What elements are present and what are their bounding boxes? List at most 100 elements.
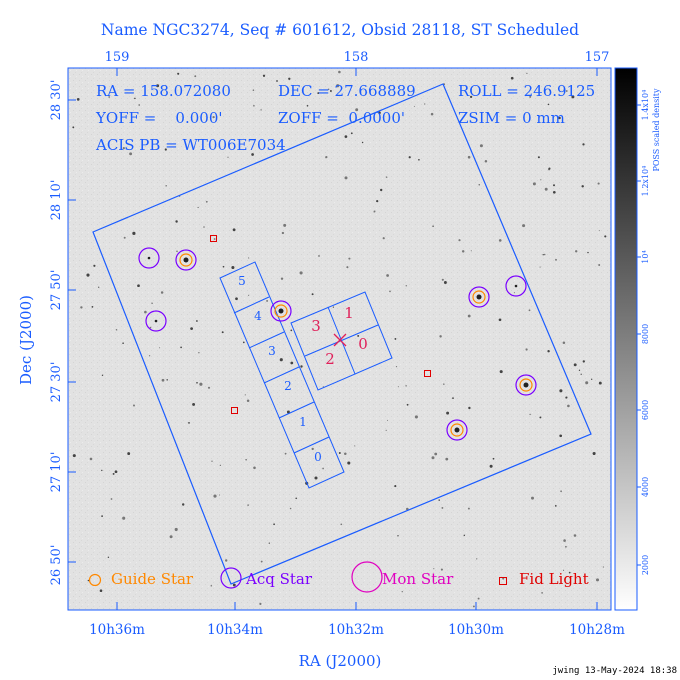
star-speck <box>144 310 147 314</box>
info-roll: ROLL = 246.9125 <box>458 82 595 100</box>
star-speck <box>322 386 324 388</box>
star-speck <box>322 467 324 470</box>
star-speck <box>192 402 196 406</box>
colorbar-tick-2000: 2000 <box>641 555 650 575</box>
star-speck <box>344 452 347 455</box>
star-speck <box>498 318 502 322</box>
star-speck <box>251 153 254 156</box>
star-speck <box>80 306 83 309</box>
star-speck <box>430 112 434 116</box>
colorbar-tick-6000: 6000 <box>641 400 650 420</box>
star-speck <box>563 569 565 571</box>
acis-i-chips <box>290 291 393 391</box>
star-speck <box>318 255 320 257</box>
star-speck <box>529 95 532 98</box>
star-speck <box>227 156 229 158</box>
star-speck <box>114 470 118 474</box>
star-speck <box>443 281 447 284</box>
star-speck <box>394 337 397 340</box>
star-speck <box>405 285 408 287</box>
star-speck <box>598 381 602 385</box>
star-speck <box>101 515 103 517</box>
star-speck <box>468 406 471 410</box>
bottom-axis-label-10h28m: 10h28m <box>569 622 625 638</box>
star-speck <box>86 273 90 277</box>
left-axis-label-27-30: 27 30' <box>49 362 64 403</box>
bottom-axis-label-10h32m: 10h32m <box>328 622 384 638</box>
star-speck <box>559 434 563 438</box>
star-speck <box>440 568 443 571</box>
star-speck <box>232 583 236 587</box>
star-speck <box>502 577 505 580</box>
star-speck <box>175 220 178 223</box>
star-speck <box>539 416 542 419</box>
star-speck <box>385 176 388 178</box>
legend-mon-label: Mon Star <box>382 570 454 588</box>
star-speck <box>405 385 407 387</box>
left-axis-label-27-10: 27 10' <box>49 452 64 493</box>
star-speck <box>578 369 581 371</box>
star-speck <box>242 341 245 344</box>
star-speck <box>484 159 488 163</box>
star-speck <box>552 190 556 194</box>
star-speck <box>598 230 600 232</box>
star-speck <box>231 265 235 270</box>
star-speck <box>573 363 577 367</box>
star-speck <box>522 224 526 228</box>
star-speck <box>87 579 90 582</box>
star-speck <box>438 499 440 501</box>
star-speck <box>348 257 351 260</box>
star-speck <box>597 182 600 185</box>
star-speck <box>565 90 568 92</box>
star-speck <box>414 415 418 419</box>
star-speck <box>338 452 341 454</box>
star-speck <box>133 404 135 407</box>
star-speck <box>489 464 493 468</box>
acis-s-chips <box>219 261 345 489</box>
star-speck <box>401 591 403 593</box>
star-speck <box>567 404 570 408</box>
star-speck <box>598 264 601 266</box>
star-speck <box>336 84 340 88</box>
colorbar-title: POSS scaled density <box>652 88 661 172</box>
star-speck <box>221 331 224 334</box>
star-speck <box>190 327 193 330</box>
star-speck <box>174 527 178 532</box>
star-speck <box>253 466 256 470</box>
star-speck <box>207 386 211 389</box>
star-speck <box>573 534 577 537</box>
star-speck <box>434 452 438 456</box>
legend-guide-label: Guide Star <box>111 570 194 588</box>
star-speck <box>188 422 190 424</box>
ccd-i-label-2: 2 <box>325 350 335 368</box>
colorbar-tick-10000: 10⁴ <box>641 250 650 263</box>
star-speck <box>340 523 343 526</box>
left-axis-label-28-10: 28 10' <box>49 180 64 221</box>
star-speck <box>380 188 383 192</box>
star-speck <box>194 75 197 78</box>
star-speck <box>368 88 371 91</box>
star-speck <box>232 228 236 232</box>
star-speck <box>325 155 328 159</box>
star-speck <box>602 566 604 568</box>
star-speck <box>160 291 164 294</box>
star-speck <box>382 237 385 240</box>
star-speck <box>513 292 515 294</box>
colorbar-tick-8000: 8000 <box>641 324 650 344</box>
star-speck <box>280 277 284 280</box>
star-speck <box>408 156 411 159</box>
star-speck <box>385 429 387 431</box>
star-speck <box>526 72 528 75</box>
star-speck <box>127 452 131 456</box>
star-speck <box>151 302 153 305</box>
star-speck <box>273 523 275 526</box>
star-speck <box>544 187 548 191</box>
colorbar-ticks <box>637 104 641 566</box>
colorbar-tick-12000: 1.2x10⁴ <box>641 166 650 197</box>
star-speck <box>347 461 351 465</box>
star-speck <box>540 179 542 181</box>
star-speck <box>246 399 250 402</box>
star-speck <box>268 542 270 544</box>
star-speck <box>299 271 303 275</box>
star-speck <box>99 589 103 592</box>
